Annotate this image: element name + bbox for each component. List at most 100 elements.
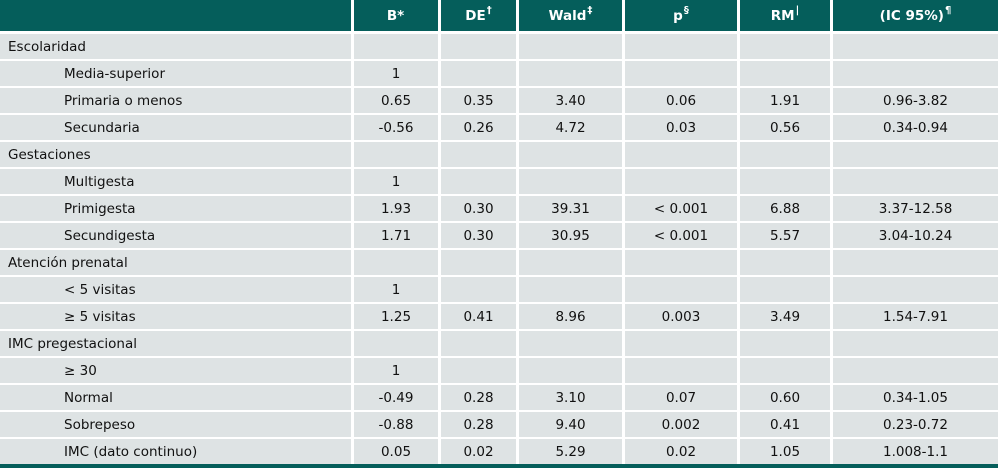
value-cell — [441, 34, 519, 61]
table-row: ≥ 30 1 — [0, 358, 998, 385]
value-cell: 6.88 — [740, 196, 833, 223]
value-cell — [625, 142, 740, 169]
col-header-ic95: (IC 95%)¶ — [833, 0, 998, 34]
value-cell — [740, 142, 833, 169]
value-cell: 0.28 — [441, 385, 519, 412]
table-row: IMC pregestacional — [0, 331, 998, 358]
value-cell — [833, 277, 998, 304]
value-cell: 0.30 — [441, 196, 519, 223]
value-cell: 1 — [354, 358, 441, 385]
value-cell — [441, 169, 519, 196]
row-label-cell: Sobrepeso — [0, 412, 354, 439]
value-cell — [833, 358, 998, 385]
row-label-cell: Atención prenatal — [0, 250, 354, 277]
value-cell — [625, 250, 740, 277]
value-cell: 1.008-1.1 — [833, 439, 998, 464]
value-cell: -0.56 — [354, 115, 441, 142]
value-cell: 3.37-12.58 — [833, 196, 998, 223]
table-row: ≥ 5 visitas 1.25 0.41 8.96 0.003 3.49 1.54-7.9… — [0, 304, 998, 331]
value-cell — [833, 34, 998, 61]
value-cell: 30.95 — [519, 223, 625, 250]
value-cell — [441, 277, 519, 304]
value-cell — [833, 250, 998, 277]
col-header-variable — [0, 0, 354, 34]
value-cell: 1 — [354, 277, 441, 304]
col-header-wald: Wald‡ — [519, 0, 625, 34]
value-cell — [625, 358, 740, 385]
table-row: Primigesta 1.93 0.30 39.31 < 0.001 6.88 3.37-1… — [0, 196, 998, 223]
value-cell — [519, 61, 625, 88]
row-label-cell: Primaria o menos — [0, 88, 354, 115]
table-row: IMC (dato continuo) 0.05 0.02 5.29 0.02 1.05 1… — [0, 439, 998, 464]
value-cell: 3.10 — [519, 385, 625, 412]
col-header-sup: ‡ — [587, 5, 593, 16]
value-cell — [625, 331, 740, 358]
value-cell: -0.49 — [354, 385, 441, 412]
row-label-cell: Secundaria — [0, 115, 354, 142]
table-body: Escolaridad Media-superior 1 Primaria o men… — [0, 34, 998, 464]
col-header-label: RM — [770, 7, 795, 24]
col-header-label: Wald — [548, 7, 587, 24]
value-cell — [740, 169, 833, 196]
value-cell: 0.96-3.82 — [833, 88, 998, 115]
value-cell: < 0.001 — [625, 223, 740, 250]
value-cell: 1 — [354, 61, 441, 88]
value-cell: 0.34-0.94 — [833, 115, 998, 142]
value-cell: 39.31 — [519, 196, 625, 223]
col-header-b: B* — [354, 0, 441, 34]
value-cell — [740, 250, 833, 277]
col-header-sup: | — [795, 5, 800, 16]
value-cell — [625, 61, 740, 88]
value-cell — [740, 277, 833, 304]
value-cell — [519, 169, 625, 196]
value-cell: 1.93 — [354, 196, 441, 223]
table-row: < 5 visitas 1 — [0, 277, 998, 304]
row-label-cell: Normal — [0, 385, 354, 412]
value-cell: 5.57 — [740, 223, 833, 250]
value-cell: -0.88 — [354, 412, 441, 439]
col-header-label: (IC 95%) — [879, 7, 944, 24]
value-cell — [625, 34, 740, 61]
value-cell: < 0.001 — [625, 196, 740, 223]
value-cell — [519, 277, 625, 304]
value-cell — [354, 34, 441, 61]
value-cell — [833, 169, 998, 196]
value-cell: 1.05 — [740, 439, 833, 464]
value-cell — [441, 250, 519, 277]
table-row: Secundigesta 1.71 0.30 30.95 < 0.001 5.57 3.04… — [0, 223, 998, 250]
col-header-p: p§ — [625, 0, 740, 34]
col-header-sup: † — [486, 5, 492, 16]
value-cell — [354, 250, 441, 277]
col-header-sup: § — [683, 5, 689, 16]
value-cell: 0.02 — [625, 439, 740, 464]
value-cell: 0.03 — [625, 115, 740, 142]
col-header-label: p — [673, 7, 683, 24]
value-cell: 0.41 — [441, 304, 519, 331]
table-row: Sobrepeso -0.88 0.28 9.40 0.002 0.41 0.23-0.72 — [0, 412, 998, 439]
row-label-cell: Gestaciones — [0, 142, 354, 169]
value-cell — [519, 34, 625, 61]
value-cell — [740, 358, 833, 385]
row-label-cell: IMC (dato continuo) — [0, 439, 354, 464]
value-cell: 1 — [354, 169, 441, 196]
value-cell: 0.02 — [441, 439, 519, 464]
value-cell — [354, 142, 441, 169]
col-header-rm: RM| — [740, 0, 833, 34]
value-cell: 0.28 — [441, 412, 519, 439]
table-row: Multigesta 1 — [0, 169, 998, 196]
value-cell — [740, 34, 833, 61]
value-cell: 1.25 — [354, 304, 441, 331]
table-row: Escolaridad — [0, 34, 998, 61]
value-cell: 3.49 — [740, 304, 833, 331]
value-cell — [441, 142, 519, 169]
value-cell: 0.41 — [740, 412, 833, 439]
value-cell: 1.54-7.91 — [833, 304, 998, 331]
value-cell: 5.29 — [519, 439, 625, 464]
value-cell: 0.34-1.05 — [833, 385, 998, 412]
table-row: Secundaria -0.56 0.26 4.72 0.03 0.56 0.34-0.94 — [0, 115, 998, 142]
value-cell: 0.35 — [441, 88, 519, 115]
row-label-cell: ≥ 5 visitas — [0, 304, 354, 331]
row-label-cell: Escolaridad — [0, 34, 354, 61]
row-label-cell: Primigesta — [0, 196, 354, 223]
